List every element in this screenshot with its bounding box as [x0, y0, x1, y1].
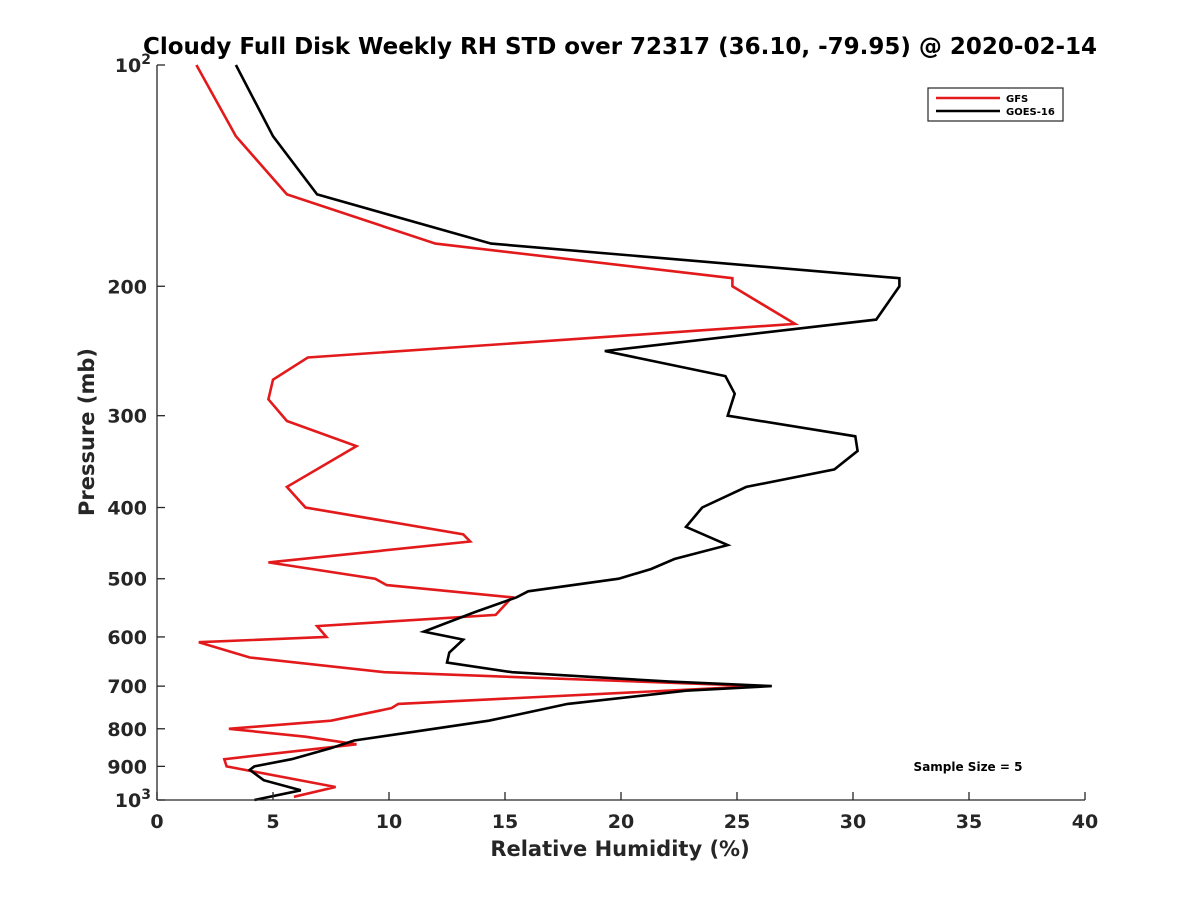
- axes: 0 5 10 15 20 25 30 35 40 102 200 300 400 500 600 700 800…: [107, 52, 1098, 833]
- x-tick-label: 20: [608, 811, 634, 833]
- x-tick-label: 10: [376, 811, 402, 833]
- y-tick-label: 600: [107, 627, 147, 649]
- y-tick-label: 800: [107, 719, 147, 741]
- x-tick-label: 5: [266, 811, 279, 833]
- sample-size-annotation: Sample Size = 5: [914, 760, 1023, 774]
- y-axis-label: Pressure (mb): [75, 348, 99, 516]
- y-tick-label: 400: [107, 498, 147, 520]
- y-tick-label: 900: [107, 756, 147, 778]
- plot-area: [195, 64, 901, 802]
- x-tick-label: 30: [840, 811, 866, 833]
- y-tick-label: 500: [107, 569, 147, 591]
- y-tick-label: 102: [115, 52, 151, 77]
- y-tick-label: 200: [107, 276, 147, 298]
- x-tick-label: 15: [492, 811, 518, 833]
- x-tick-label: 40: [1072, 811, 1098, 833]
- legend-box: [927, 87, 1064, 122]
- y-tick-label: 300: [107, 406, 147, 428]
- series-line-goes-16: [234, 64, 901, 802]
- x-tick-label: 0: [150, 811, 163, 833]
- series-line-gfs: [195, 64, 800, 799]
- y-tick-label: 103: [115, 787, 151, 812]
- legend-label: GFS: [1006, 94, 1028, 105]
- x-tick-label: 25: [724, 811, 750, 833]
- legend-label: GOES-16: [1006, 107, 1055, 118]
- chart-title: Cloudy Full Disk Weekly RH STD over 7231…: [143, 34, 1097, 60]
- legend: GFS GOES-16: [927, 87, 1064, 122]
- x-axis-label: Relative Humidity (%): [490, 837, 749, 861]
- y-tick-label: 700: [107, 676, 147, 698]
- x-tick-label: 35: [956, 811, 982, 833]
